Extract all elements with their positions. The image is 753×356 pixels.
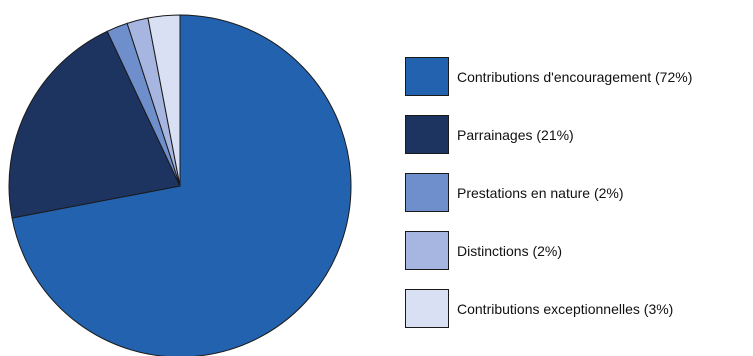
legend-swatch bbox=[405, 289, 449, 328]
legend-swatch bbox=[405, 173, 449, 212]
legend-label: Contributions d'encouragement (72%) bbox=[457, 69, 693, 85]
legend-label: Parrainages (21%) bbox=[457, 127, 574, 143]
pie-slice-contributions-d-encouragement bbox=[11, 14, 352, 356]
legend: Contributions d'encouragement (72%) Parr… bbox=[405, 57, 750, 347]
pie-slices bbox=[8, 14, 352, 356]
pie-chart bbox=[8, 14, 352, 356]
legend-item-parrainages: Parrainages (21%) bbox=[405, 115, 750, 157]
legend-swatch bbox=[405, 115, 449, 154]
pie-slice-contributions-exceptionnelles bbox=[147, 14, 181, 187]
legend-label: Prestations en nature (2%) bbox=[457, 185, 624, 201]
legend-item-distinctions: Distinctions (2%) bbox=[405, 231, 750, 273]
legend-label: Distinctions (2%) bbox=[457, 243, 563, 259]
legend-swatch bbox=[405, 57, 449, 96]
legend-swatch bbox=[405, 231, 449, 270]
legend-item-encouragement: Contributions d'encouragement (72%) bbox=[405, 57, 750, 99]
legend-item-prestations: Prestations en nature (2%) bbox=[405, 173, 750, 215]
legend-label: Contributions exceptionnelles (3%) bbox=[457, 301, 674, 317]
pie-slice-parrainages bbox=[8, 30, 181, 219]
legend-item-exceptionnelles: Contributions exceptionnelles (3%) bbox=[405, 289, 750, 331]
